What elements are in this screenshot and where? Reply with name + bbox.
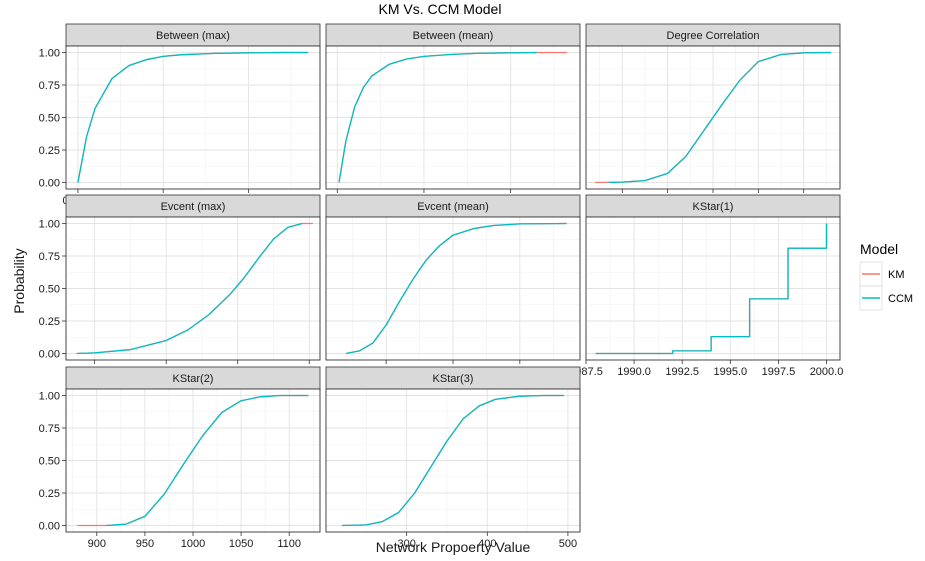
- legend-label: KM: [888, 269, 905, 281]
- panel-border: [65, 216, 321, 361]
- series-line-ccm: [77, 51, 309, 183]
- series-line-ccm: [76, 222, 303, 355]
- panel-border: [325, 388, 581, 533]
- y-axis-title: Probability: [11, 248, 27, 313]
- y-tick-label: 1.00: [39, 48, 60, 60]
- x-tick-label: 1100: [277, 538, 301, 550]
- legend-entries: KM CCM: [859, 261, 913, 311]
- y-tick-label: 0.25: [39, 316, 60, 328]
- panel-border: [325, 45, 581, 190]
- panel-border: [585, 45, 841, 190]
- facet-panel: Degree Correlation-0.10-0.050.000.050.10: [585, 23, 841, 207]
- facet-strip-label: Evcent (max): [161, 201, 226, 213]
- x-tick-label: 1000: [181, 538, 205, 550]
- y-tick-label: 1.00: [39, 391, 60, 403]
- y-tick-label: 0.25: [39, 488, 60, 500]
- x-tick-label: 950: [136, 538, 154, 550]
- y-tick-label: 0.75: [39, 80, 60, 92]
- series-line-ccm: [338, 51, 537, 183]
- y-tick-label: 0.00: [39, 178, 60, 190]
- y-tick-label: 0.25: [39, 145, 60, 157]
- facet-strip-label: KStar(2): [173, 373, 214, 385]
- series-line-ccm: [106, 394, 309, 527]
- series-line-ccm: [345, 222, 567, 355]
- series-line-ccm: [608, 51, 831, 184]
- y-tick-label: 0.50: [39, 284, 60, 296]
- x-tick-label: 1050: [229, 538, 253, 550]
- panel-border: [65, 45, 321, 190]
- legend-label: CCM: [888, 293, 913, 305]
- x-axis-title: Network Propoerty Value: [376, 539, 531, 555]
- x-tick-label: 1997.5: [762, 366, 796, 378]
- x-tick-label: 1995.0: [713, 366, 747, 378]
- y-tick-label: 1.00: [39, 219, 60, 231]
- x-tick-label: 400: [478, 538, 496, 550]
- facet-strip-label: Between (max): [156, 30, 230, 42]
- facet-panel: KStar(2) 0.00 0.25 0.50 0.75 1.00 900 950 1000 10…: [39, 366, 321, 550]
- y-tick-label: 0.00: [39, 349, 60, 361]
- series-line-ccm: [595, 223, 828, 355]
- y-tick-label: 0.00: [39, 521, 60, 533]
- y-tick-label: 0.75: [39, 251, 60, 263]
- chart-title: KM Vs. CCM Model: [379, 1, 502, 17]
- facet-panel: Evcent (mean)0.0020.0030.004: [325, 194, 581, 378]
- facet-strip-label: Evcent (mean): [417, 201, 489, 213]
- facet-panel: KStar(3) 300 400 500: [325, 366, 581, 550]
- facet-panel: Evcent (max)0.000.250.500.751.000.30.40.…: [39, 194, 321, 378]
- facet-strip-label: Between (mean): [413, 30, 494, 42]
- x-tick-label: 1992.5: [665, 366, 699, 378]
- y-tick-label: 0.50: [39, 456, 60, 468]
- legend: Model KM CCM: [859, 241, 913, 311]
- x-tick-label: 1990.0: [617, 366, 651, 378]
- x-tick-label: 900: [88, 538, 106, 550]
- y-tick-label: 0.75: [39, 423, 60, 435]
- y-tick-label: 0.50: [39, 113, 60, 125]
- facet-panel: Between (mean)010002000: [325, 23, 581, 207]
- x-tick-label: 300: [397, 538, 415, 550]
- facet-panel: KStar(1)1987.5 1990.0 1992.5 1995.0 1997.5 20…: [569, 194, 844, 378]
- panel-border: [585, 216, 841, 361]
- legend-title: Model: [860, 241, 898, 257]
- facet-strip-label: Degree Correlation: [667, 30, 760, 42]
- series-line-ccm: [342, 394, 564, 527]
- panel-border: [325, 216, 581, 361]
- x-tick-label: 2000.0: [810, 366, 844, 378]
- facet-panels: Between (max)0.000.250.500.751.000e+005e…: [39, 23, 844, 550]
- panel-border: [65, 388, 321, 533]
- facet-strip-label: KStar(1): [693, 201, 734, 213]
- facet-panel: Between (max)0.000.250.500.751.000e+005e…: [39, 23, 321, 207]
- facet-strip-label: KStar(3): [433, 373, 474, 385]
- x-tick-label: 500: [559, 538, 577, 550]
